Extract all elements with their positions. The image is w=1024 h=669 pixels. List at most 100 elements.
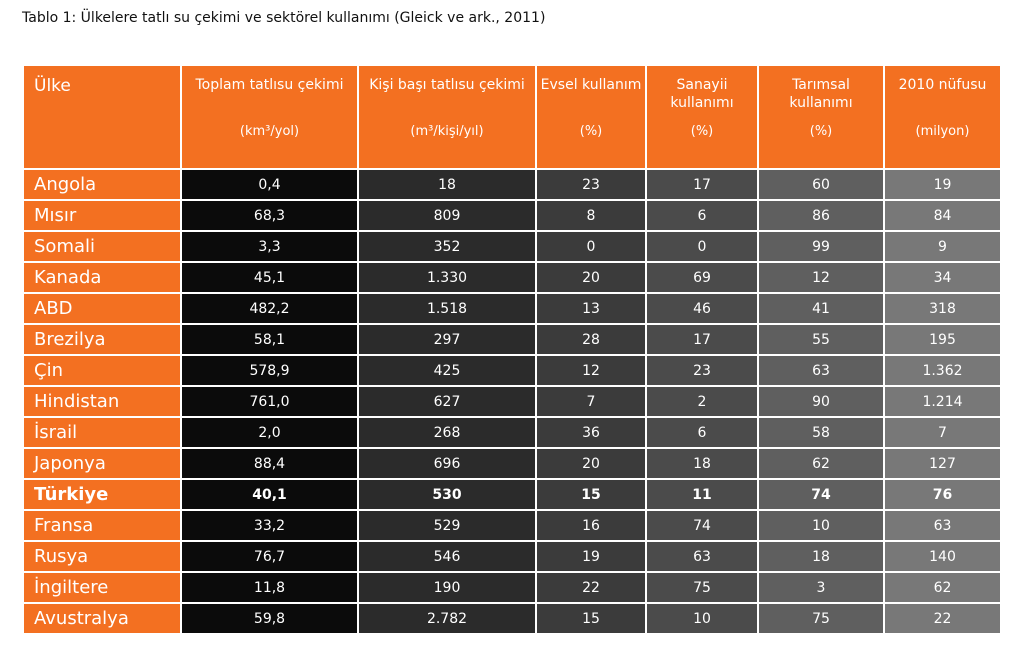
table-row: Japonya 88,4 696 20 18 62 127 (22, 447, 1002, 480)
country-cell: Angola (22, 168, 182, 201)
value-cell: 36 (535, 416, 647, 449)
value-cell: 6 (645, 199, 759, 232)
header-unit: (%) (690, 124, 714, 139)
value-cell: 0 (645, 230, 759, 263)
header-cell: Ülke (22, 64, 182, 170)
country-cell: Japonya (22, 447, 182, 480)
header-cell: Sanayii kullanımı (%) (645, 64, 759, 170)
value-cell: 1.214 (883, 385, 1002, 418)
value-cell: 74 (645, 509, 759, 542)
value-cell: 8 (535, 199, 647, 232)
value-cell: 578,9 (180, 354, 359, 387)
value-cell: 23 (645, 354, 759, 387)
value-cell: 20 (535, 261, 647, 294)
country-cell: Somali (22, 230, 182, 263)
value-cell: 11 (645, 478, 759, 511)
value-cell: 62 (883, 571, 1002, 604)
table-row: Çin 578,9 425 12 23 63 1.362 (22, 354, 1002, 387)
value-cell: 1.330 (357, 261, 537, 294)
value-cell: 529 (357, 509, 537, 542)
value-cell: 6 (645, 416, 759, 449)
value-cell: 45,1 (180, 261, 359, 294)
header-row: Ülke Toplam tatlısu çekimi (km³/yol) Kişi b… (22, 64, 1002, 170)
value-cell: 58 (757, 416, 885, 449)
value-cell: 195 (883, 323, 1002, 356)
country-cell: Türkiye (22, 478, 182, 511)
data-table: Ülke Toplam tatlısu çekimi (km³/yol) Kişi b… (22, 64, 1002, 635)
value-cell: 3,3 (180, 230, 359, 263)
header-cell: 2010 nüfusu (milyon) (883, 64, 1002, 170)
value-cell: 1.518 (357, 292, 537, 325)
value-cell: 2.782 (357, 602, 537, 635)
value-cell: 59,8 (180, 602, 359, 635)
value-cell: 7 (535, 385, 647, 418)
value-cell: 63 (757, 354, 885, 387)
value-cell: 140 (883, 540, 1002, 573)
value-cell: 75 (757, 602, 885, 635)
table-row: Rusya 76,7 546 19 63 18 140 (22, 540, 1002, 573)
country-cell: Çin (22, 354, 182, 387)
header-cell: Tarımsal kullanımı (%) (757, 64, 885, 170)
value-cell: 41 (757, 292, 885, 325)
value-cell: 90 (757, 385, 885, 418)
value-cell: 2 (645, 385, 759, 418)
value-cell: 809 (357, 199, 537, 232)
value-cell: 40,1 (180, 478, 359, 511)
value-cell: 63 (883, 509, 1002, 542)
value-cell: 20 (535, 447, 647, 480)
value-cell: 11,8 (180, 571, 359, 604)
value-cell: 297 (357, 323, 537, 356)
value-cell: 10 (645, 602, 759, 635)
value-cell: 268 (357, 416, 537, 449)
table-row: Mısır 68,3 809 8 6 86 84 (22, 199, 1002, 232)
country-cell: Hindistan (22, 385, 182, 418)
country-cell: ABD (22, 292, 182, 325)
value-cell: 74 (757, 478, 885, 511)
value-cell: 46 (645, 292, 759, 325)
header-unit: (m³/kişi/yıl) (410, 124, 484, 139)
value-cell: 34 (883, 261, 1002, 294)
value-cell: 23 (535, 168, 647, 201)
value-cell: 318 (883, 292, 1002, 325)
value-cell: 88,4 (180, 447, 359, 480)
value-cell: 7 (883, 416, 1002, 449)
value-cell: 22 (535, 571, 647, 604)
value-cell: 9 (883, 230, 1002, 263)
value-cell: 62 (757, 447, 885, 480)
value-cell: 76,7 (180, 540, 359, 573)
value-cell: 696 (357, 447, 537, 480)
value-cell: 18 (357, 168, 537, 201)
value-cell: 1.362 (883, 354, 1002, 387)
value-cell: 16 (535, 509, 647, 542)
value-cell: 15 (535, 478, 647, 511)
header-label: 2010 nüfusu (898, 77, 987, 93)
value-cell: 2,0 (180, 416, 359, 449)
value-cell: 530 (357, 478, 537, 511)
value-cell: 22 (883, 602, 1002, 635)
value-cell: 99 (757, 230, 885, 263)
value-cell: 190 (357, 571, 537, 604)
value-cell: 3 (757, 571, 885, 604)
country-cell: Mısır (22, 199, 182, 232)
country-cell: İngiltere (22, 571, 182, 604)
header-unit: (%) (579, 124, 603, 139)
table-row: Fransa 33,2 529 16 74 10 63 (22, 509, 1002, 542)
header-label: Toplam tatlısu çekimi (195, 77, 344, 93)
header-cell: Kişi başı tatlısu çekimi (m³/kişi/yıl) (357, 64, 537, 170)
country-cell: Kanada (22, 261, 182, 294)
country-cell: İsrail (22, 416, 182, 449)
value-cell: 761,0 (180, 385, 359, 418)
table-row: Hindistan 761,0 627 7 2 90 1.214 (22, 385, 1002, 418)
table-title: Tablo 1: Ülkelere tatlı su çekimi ve sek… (22, 10, 546, 26)
value-cell: 18 (645, 447, 759, 480)
value-cell: 425 (357, 354, 537, 387)
value-cell: 19 (883, 168, 1002, 201)
value-cell: 69 (645, 261, 759, 294)
value-cell: 58,1 (180, 323, 359, 356)
header-label: Evsel kullanım (540, 77, 642, 93)
table-row: Angola 0,4 18 23 17 60 19 (22, 168, 1002, 201)
value-cell: 12 (757, 261, 885, 294)
value-cell: 12 (535, 354, 647, 387)
table-row: Türkiye 40,1 530 15 11 74 76 (22, 478, 1002, 511)
